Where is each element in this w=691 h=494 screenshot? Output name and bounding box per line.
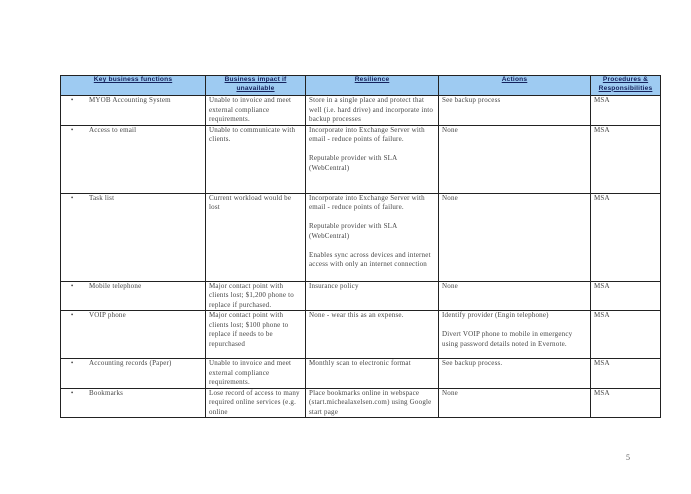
cell-procedures: MSA	[590, 95, 661, 126]
actions-paragraph: See backup process	[442, 96, 501, 104]
function-text: Mobile telephone	[89, 281, 142, 290]
cell-actions: None	[438, 124, 591, 194]
bullet-icon: •	[67, 193, 74, 202]
cell-resilience: Incorporate into Exchange Server with em…	[305, 192, 439, 282]
resilience-paragraph: Store in a single place and protect that…	[309, 96, 434, 123]
cell-actions: See backup process	[438, 95, 591, 126]
header-resilience: Resilience	[305, 75, 439, 96]
cell-resilience: Incorporate into Exchange Server with em…	[305, 124, 439, 194]
actions-paragraph: None	[442, 388, 458, 397]
cell-procedures: MSA	[590, 124, 661, 194]
page-number: 5	[626, 453, 630, 462]
cell-procedures: MSA	[590, 280, 661, 311]
resilience-paragraph: Reputable provider with SLA (WebCentral)	[309, 222, 398, 240]
cell-actions: None	[438, 280, 591, 311]
resilience-paragraph: Reputable provider with SLA (WebCentral)	[309, 154, 398, 172]
actions-paragraph: See backup process.	[442, 359, 503, 367]
table-row: • MYOB Accounting System Unable to invoice…	[60, 95, 661, 126]
cell-resilience: Monthly scan to electronic format	[305, 358, 439, 389]
function-text: VOIP phone	[89, 311, 126, 319]
cell-impact: Unable to invoice and meet external comp…	[205, 95, 306, 126]
resilience-paragraph: Incorporate into Exchange Server with em…	[309, 193, 425, 212]
cell-impact: Major contact point with clients lost; $…	[205, 310, 306, 359]
cell-impact: Lose record of access to many required o…	[205, 387, 306, 418]
cell-procedures: MSA	[590, 358, 661, 389]
function-text: Access to email	[89, 125, 137, 134]
cell-actions: See backup process.	[438, 358, 591, 389]
actions-paragraph: None	[442, 281, 458, 290]
cell-function: • Bookmarks	[60, 387, 206, 418]
resilience-paragraph: Enables sync across devices and internet…	[309, 250, 431, 269]
cell-resilience: Place bookmarks online in webspace (star…	[305, 387, 439, 418]
bullet-icon: •	[67, 125, 74, 134]
function-text: Bookmarks	[89, 388, 124, 397]
cell-resilience: Insurance policy	[305, 280, 439, 311]
actions-paragraph: Divert VOIP phone to mobile in emergency…	[442, 330, 573, 348]
business-continuity-table: Key business functions Business impact i…	[60, 75, 661, 418]
cell-function: • VOIP phone	[60, 310, 206, 359]
table-row: • Mobile telephone Major contact point wit…	[60, 280, 661, 311]
table-row: • Task list Current workload would be lost…	[60, 192, 661, 282]
cell-procedures: MSA	[590, 310, 661, 359]
function-text: MYOB Accounting System	[89, 96, 171, 104]
table-row: • Bookmarks Lose record of access to many …	[60, 387, 661, 418]
header-key-functions: Key business functions	[60, 75, 206, 96]
cell-actions: None	[438, 192, 591, 282]
resilience-paragraph: Monthly scan to electronic format	[309, 359, 411, 367]
table-header-row: Key business functions Business impact i…	[60, 75, 661, 96]
cell-actions: Identify provider (Engin telephone) Diver…	[438, 310, 591, 359]
header-impact: Business impact if unavailable	[205, 75, 306, 96]
cell-function: • Accounting records (Paper)	[60, 358, 206, 389]
bullet-icon: •	[67, 311, 74, 319]
cell-resilience: Store in a single place and protect that…	[305, 95, 439, 126]
bullet-icon: •	[67, 96, 74, 104]
bullet-icon: •	[67, 388, 74, 397]
cell-impact: Unable to invoice and meet external comp…	[205, 358, 306, 389]
header-actions: Actions	[438, 75, 591, 96]
cell-impact: Unable to communicate with clients.	[205, 124, 306, 194]
cell-function: • Access to email	[60, 124, 206, 194]
resilience-paragraph: Insurance policy	[309, 281, 359, 290]
actions-paragraph: None	[442, 193, 458, 202]
cell-function: • Mobile telephone	[60, 280, 206, 311]
cell-resilience: None - wear this as an expense.	[305, 310, 439, 359]
header-procedures: Procedures & Responsibilities	[590, 75, 661, 96]
table-row: • Accounting records (Paper) Unable to inv…	[60, 358, 661, 389]
resilience-paragraph: Incorporate into Exchange Server with em…	[309, 125, 425, 144]
bullet-icon: •	[67, 359, 74, 367]
cell-actions: None	[438, 387, 591, 418]
table-row: • VOIP phone Major contact point with clie…	[60, 310, 661, 359]
function-text: Task list	[89, 193, 115, 202]
resilience-paragraph: Place bookmarks online in webspace (star…	[309, 388, 432, 416]
cell-impact: Major contact point with clients lost; $…	[205, 280, 306, 311]
cell-function: • MYOB Accounting System	[60, 95, 206, 126]
cell-impact: Current workload would be lost	[205, 192, 306, 282]
resilience-paragraph: None - wear this as an expense.	[309, 311, 404, 319]
cell-function: • Task list	[60, 192, 206, 282]
bullet-icon: •	[67, 281, 74, 290]
actions-paragraph: Identify provider (Engin telephone)	[442, 311, 549, 319]
table-row: • Access to email Unable to communicate wi…	[60, 124, 661, 194]
actions-paragraph: None	[442, 125, 458, 134]
cell-procedures: MSA	[590, 192, 661, 282]
cell-procedures: MSA	[590, 387, 661, 418]
function-text: Accounting records (Paper)	[89, 359, 172, 367]
